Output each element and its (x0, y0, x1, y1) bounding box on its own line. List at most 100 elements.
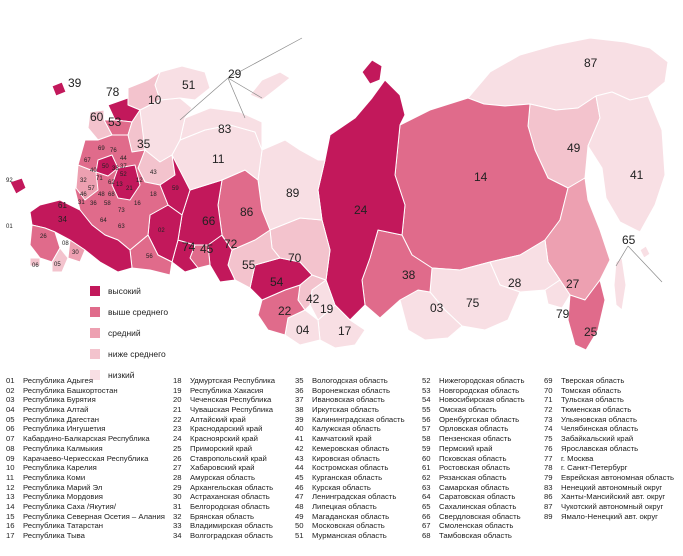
map-label-30: 30 (72, 250, 79, 256)
region-name: Костромская область (312, 463, 389, 473)
region-name: Ростовская область (439, 463, 511, 473)
map-label-50: 50 (102, 164, 109, 170)
region-code: 43 (295, 453, 304, 463)
legend-label-medium: средний (108, 328, 141, 338)
region-code: 13 (6, 492, 15, 502)
region-name: Ненецкий автономный округ (561, 482, 663, 492)
region-code: 14 (6, 501, 15, 511)
region-code: 50 (295, 521, 304, 531)
region-name: Чувашская Республика (190, 405, 274, 415)
region-code: 17 (6, 531, 15, 540)
map-label-63: 63 (118, 224, 125, 230)
map-label-35: 35 (137, 137, 151, 151)
region-65-islands (639, 245, 651, 259)
region-list-item: 14 Республика Саха /Якутия/ (6, 502, 165, 512)
map-label-46: 46 (80, 192, 87, 198)
region-code: 07 (6, 434, 15, 444)
region-name: Краснодарский край (190, 424, 263, 434)
region-list-item: 27 Хабаровский край (173, 463, 275, 473)
map-label-75: 75 (466, 296, 480, 310)
region-list: 01 Республика Адыгея 02 Республика Башкорто… (6, 376, 678, 552)
region-name: Псковская область (439, 453, 507, 463)
region-code: 01 (6, 376, 15, 385)
region-list-item: 17 Республика Тыва (6, 531, 165, 541)
map-label-79: 79 (556, 307, 570, 321)
region-code: 02 (6, 385, 15, 395)
region-moscow (95, 154, 119, 177)
region-name: Республика Дагестан (23, 414, 99, 424)
region-code: 08 (6, 443, 15, 453)
legend-swatch-high (90, 286, 100, 296)
region-list-item: 42 Кемеровская область (295, 444, 405, 454)
region-list-item: 39 Калининградская область (295, 415, 405, 425)
map-label-59: 59 (172, 186, 179, 192)
region-code: 38 (295, 405, 304, 415)
region-list-item: 11 Республика Коми (6, 473, 165, 483)
region-name: Томская область (561, 385, 622, 395)
region-code: 16 (6, 521, 15, 531)
region-list-item: 57 Орловская область (422, 424, 525, 434)
region-list-item: 65 Сахалинская область (422, 502, 525, 512)
region-list-item: 24 Красноярский край (173, 434, 275, 444)
map-label-32: 32 (80, 178, 87, 184)
region-code: 34 (173, 531, 182, 540)
region-code: 54 (422, 395, 431, 405)
region-name: Ленинградская область (312, 492, 397, 502)
region-29-island (249, 71, 291, 101)
region-code: 64 (422, 492, 431, 502)
region-code: 66 (422, 511, 431, 521)
region-code: 31 (173, 501, 182, 511)
legend-swatch-medium (90, 328, 100, 338)
region-code: 24 (173, 434, 182, 444)
region-name: Амурская область (190, 472, 255, 482)
region-code: 75 (544, 434, 553, 444)
map-label-64: 64 (100, 218, 107, 224)
region-name: Саратовская область (439, 492, 516, 502)
region-list-column: 52 Нижегородская область 53 Новгородская об… (422, 376, 525, 541)
region-list-item: 33 Владимирская область (173, 521, 275, 531)
region-name: Ивановская область (312, 395, 385, 405)
map-label-03: 03 (430, 301, 444, 315)
region-list-item: 02 Республика Башкортостан (6, 386, 165, 396)
region-code: 89 (544, 511, 553, 521)
region-name: Удмуртская Республика (190, 376, 276, 385)
region-name: Ярославская область (561, 443, 639, 453)
region-name: Республика Мордовия (23, 492, 103, 502)
region-list-item: 86 Ханты-Мансийский авт. округ (544, 492, 674, 502)
region-name: Пензенская область (439, 434, 512, 444)
region-name: Ханты-Мансийский авт. округ (561, 492, 666, 502)
region-list-item: 63 Самарская область (422, 483, 525, 493)
region-list-item: 50 Московская область (295, 521, 405, 531)
map-label-60: 60 (90, 110, 104, 124)
region-code: 15 (6, 511, 15, 521)
region-code: 21 (173, 405, 182, 415)
region-name: Республика Коми (23, 472, 86, 482)
region-list-item: 77 г. Москва (544, 454, 674, 464)
legend-item-high: высокий (90, 283, 210, 299)
region-list-item: 29 Архангельская область (173, 483, 275, 493)
map-label-17: 17 (338, 324, 352, 338)
map-label-01: 01 (6, 224, 13, 230)
region-code: 23 (173, 424, 182, 434)
map-label-73: 73 (118, 208, 125, 214)
region-code: 18 (173, 376, 182, 385)
region-name: Камчатский край (312, 434, 372, 444)
region-name: Калужская область (312, 424, 381, 434)
region-list-item: 66 Свердловская область (422, 512, 525, 522)
region-code: 67 (422, 521, 431, 531)
region-list-item: 87 Чукотский автономный округ (544, 502, 674, 512)
map-label-41: 41 (630, 168, 644, 182)
legend-swatch-above (90, 307, 100, 317)
region-name: г. Москва (561, 453, 594, 463)
map-label-10: 10 (148, 93, 162, 107)
region-list-item: 54 Новосибирская область (422, 395, 525, 405)
region-west (75, 164, 99, 201)
region-list-item: 30 Астраханская область (173, 492, 275, 502)
region-name: Нижегородская область (439, 376, 525, 385)
region-name: Орловская область (439, 424, 509, 434)
region-name: Иркутская область (312, 405, 379, 415)
region-name: Магаданская область (312, 511, 390, 521)
region-list-item: 60 Псковская область (422, 454, 525, 464)
region-code: 39 (295, 414, 304, 424)
region-list-item: 10 Республика Карелия (6, 463, 165, 473)
